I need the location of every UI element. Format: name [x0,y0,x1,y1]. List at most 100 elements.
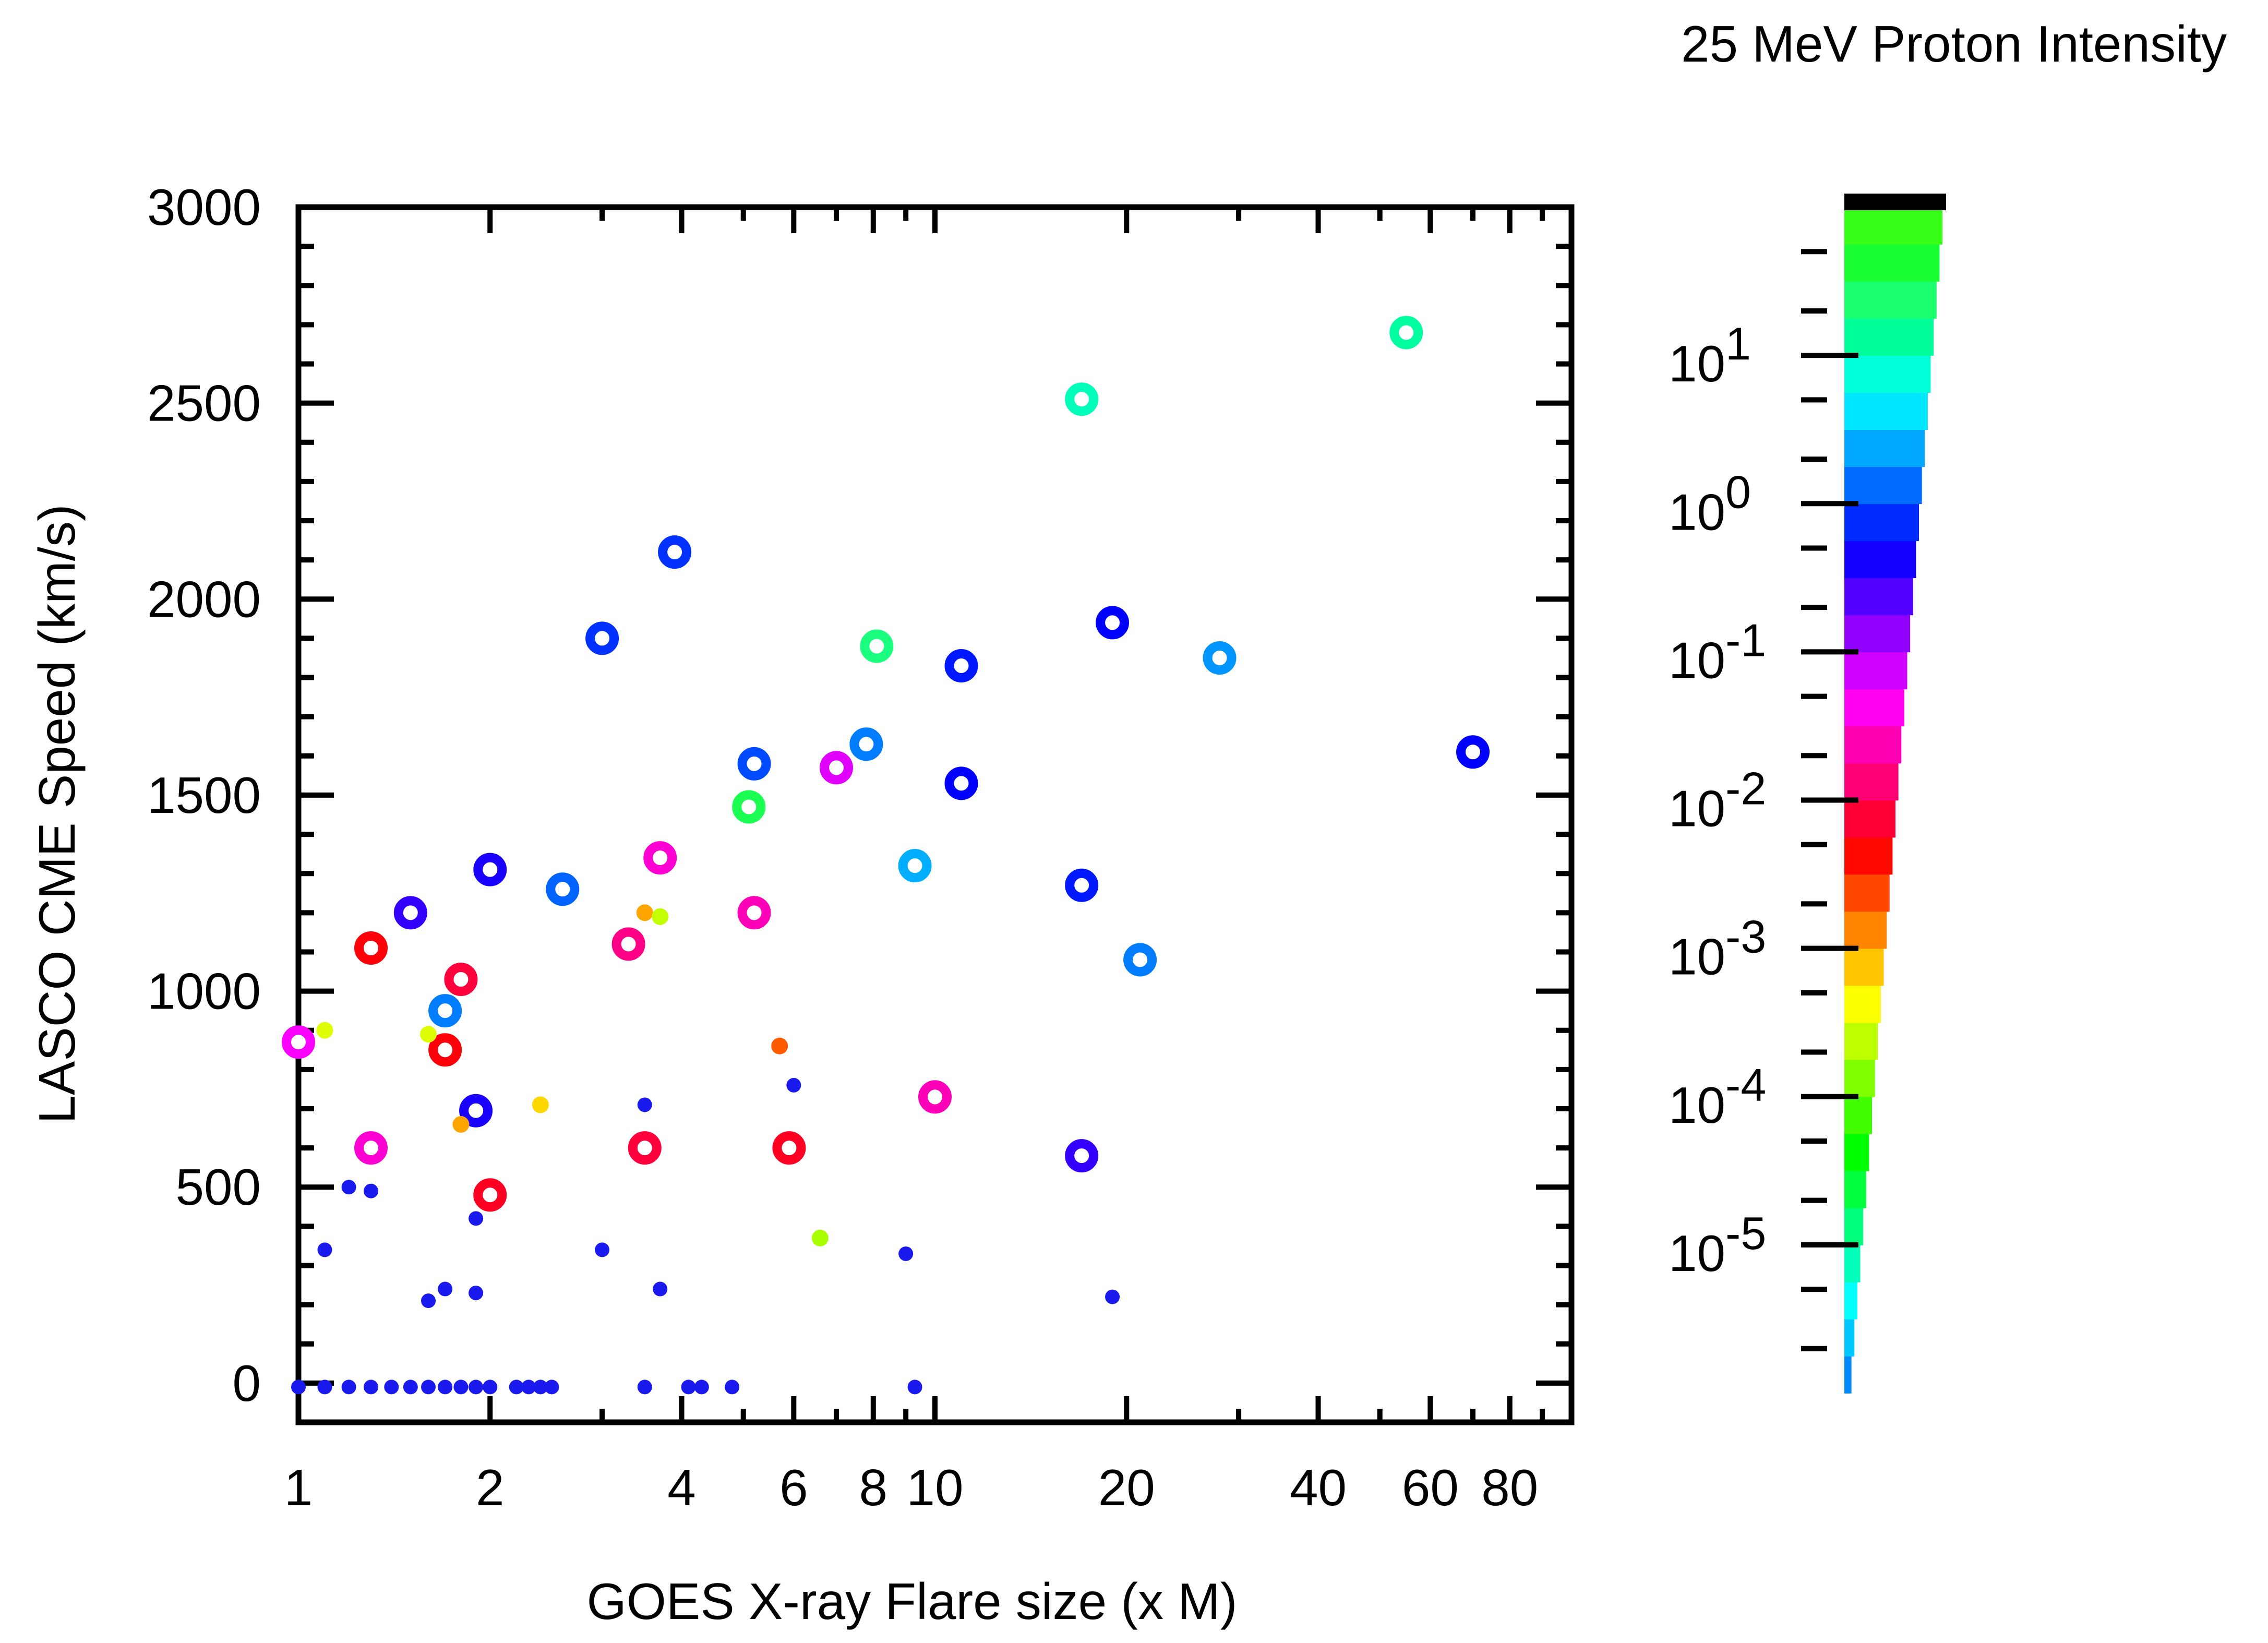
non-proton-event-marker [469,1211,484,1226]
proton-event-marker [428,1033,462,1067]
colorbar-tick-label: 10-3 [1669,911,1766,986]
colorbar-tick-label: 10-1 [1669,614,1766,689]
colorbar-segment [1844,1318,1855,1357]
colorbar-segment [1844,318,1934,356]
y-axis-tick-labels: 0 500 1000 1500 2000 2500 3000 [147,178,261,1412]
proton-event-marker [282,1025,315,1059]
colorbar-segment [1844,541,1916,579]
weak-event-marker [771,1037,788,1054]
non-proton-event-marker [317,1380,332,1395]
proton-event-marker [428,994,462,1028]
proton-event-marker [737,896,771,930]
weak-event-marker [452,1116,470,1133]
non-proton-event-marker [681,1380,696,1395]
x-axis-label: GOES X-ray Flare size (x M) [587,1573,1238,1630]
scatter-markers [282,316,1490,1395]
weak-event-marker [811,1229,829,1246]
colorbar-segment [1844,429,1925,467]
non-proton-event-marker [544,1380,559,1395]
weak-event-marker [316,1022,333,1039]
y-tick-label: 1500 [147,766,261,824]
colorbar-segment [1844,1244,1861,1282]
non-proton-event-marker [694,1380,709,1395]
weak-event-marker [532,1096,549,1113]
non-proton-event-marker [384,1380,399,1395]
x-tick-label: 20 [1098,1459,1155,1516]
colorbar-title: 25 MeV Proton Intensity [1681,15,2227,73]
colorbar-segment [1844,1281,1857,1320]
proton-event-marker [473,853,507,886]
colorbar-segment [1844,578,1913,616]
colorbar-segment [1844,615,1911,653]
y-axis-label: LASCO CME Speed (km/s) [28,504,86,1123]
proton-event-marker [737,747,771,781]
x-tick-label: 40 [1290,1459,1347,1516]
non-proton-event-marker [403,1380,418,1395]
non-proton-event-marker [317,1242,332,1257]
proton-event-marker [459,1094,493,1128]
proton-event-marker [1203,641,1237,675]
colorbar-segment [1844,1096,1872,1134]
y-tick-label: 2500 [147,375,261,432]
x-tick-label: 80 [1481,1459,1538,1516]
non-proton-event-marker [364,1183,379,1198]
proton-event-marker [860,629,894,663]
colorbar-segment [1844,948,1884,986]
proton-event-marker [944,649,978,683]
colorbar-tick-label: 10-2 [1669,763,1766,837]
proton-event-marker [546,872,580,906]
x-tick-label: 2 [476,1459,505,1516]
proton-event-marker [611,927,645,961]
non-proton-event-marker [907,1380,922,1395]
proton-event-marker [772,1131,806,1165]
non-proton-event-marker [898,1246,914,1261]
non-proton-event-marker [521,1380,536,1395]
colorbar-segment [1844,1059,1875,1097]
non-proton-event-marker [637,1097,652,1112]
colorbar [1844,194,1946,1394]
proton-event-marker [1123,943,1157,977]
colorbar-segment [1844,652,1907,690]
weak-event-marker [420,1026,437,1043]
proton-event-marker [643,841,677,875]
colorbar-segment [1844,837,1893,875]
colorbar-segment [1844,1133,1869,1171]
non-proton-event-marker [341,1380,356,1395]
colorbar-segment [1844,244,1940,282]
colorbar-segment [1844,763,1899,801]
non-proton-event-marker [364,1380,379,1395]
non-proton-event-marker [469,1286,484,1301]
proton-event-marker [1456,735,1490,769]
proton-event-marker [444,963,478,997]
x-tick-label: 1 [284,1459,313,1516]
non-proton-event-marker [291,1380,306,1395]
colorbar-segment [1844,726,1902,764]
x-tick-label: 60 [1402,1459,1459,1516]
colorbar-segment [1844,1356,1852,1394]
proton-event-marker [354,1131,388,1165]
proton-event-marker [1065,868,1099,902]
colorbar-segment [1844,392,1928,430]
y-tick-label: 2000 [147,570,261,628]
x-axis-ticks [296,207,1545,1422]
colorbar-segment [1844,689,1904,727]
colorbar-segment [1844,874,1890,912]
non-proton-event-marker [595,1242,610,1257]
colorbar-tick-label: 10-5 [1669,1207,1766,1282]
colorbar-tick-labels: 10-5 10-4 10-3 10-2 10-1 100 101 [1669,318,1766,1282]
x-axis-tick-labels: 1 2 4 6 8 10 20 40 60 80 [284,1459,1539,1516]
non-proton-event-marker [438,1281,453,1297]
proton-event-marker [918,1080,952,1114]
x-tick-label: 8 [859,1459,888,1516]
y-tick-label: 1000 [147,963,261,1020]
colorbar-segment [1844,985,1881,1023]
colorbar-segment [1844,800,1895,838]
colorbar-segment [1844,355,1931,393]
proton-event-marker [944,766,978,800]
proton-event-marker [898,849,932,883]
colorbar-segment [1844,911,1887,949]
non-proton-event-marker [438,1380,453,1395]
proton-event-marker [1096,606,1130,640]
colorbar-segment [1844,207,1942,245]
